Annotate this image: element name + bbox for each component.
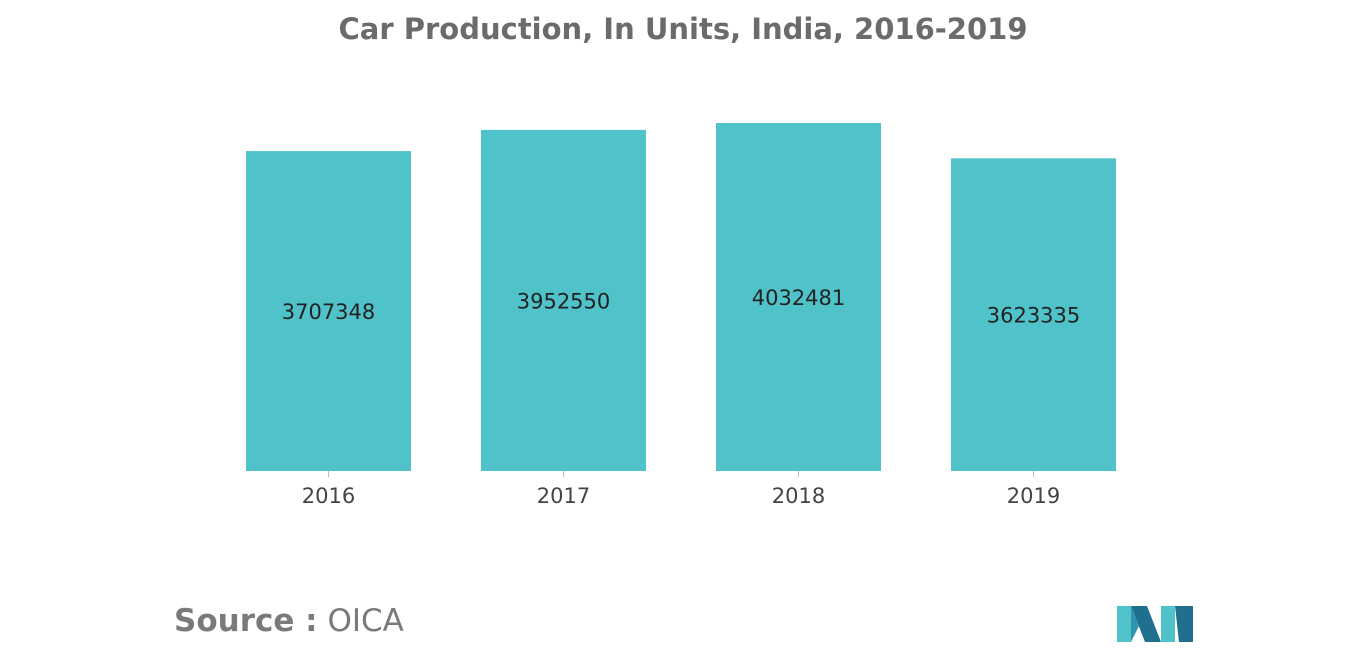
bar-2018 — [716, 123, 881, 471]
bar-2019 — [951, 158, 1116, 471]
bar-2016 — [246, 151, 411, 472]
chart-title: Car Production, In Units, India, 2016-20… — [338, 12, 1028, 46]
data-label-2016: 3707348 — [282, 300, 376, 324]
x-tick-label-2017: 2017 — [537, 484, 590, 508]
data-label-2019: 3623335 — [987, 304, 1081, 328]
x-tick-label-2019: 2019 — [1007, 484, 1060, 508]
bar-2017 — [481, 129, 646, 471]
source-label: Source : — [174, 603, 318, 639]
bars-layer — [246, 123, 1116, 472]
mordor-intelligence-logo-icon — [1117, 606, 1193, 642]
x-tick-label-2016: 2016 — [302, 484, 355, 508]
x-axis-ticks-layer: 2016 2017 2018 2019 — [302, 471, 1060, 508]
x-tick-label-2018: 2018 — [772, 484, 825, 508]
source-value: OICA — [327, 603, 404, 639]
source-note: Source : OICA — [174, 603, 404, 639]
data-labels-layer: 3707348 3952550 4032481 3623335 — [282, 286, 1081, 328]
data-label-2018: 4032481 — [752, 286, 846, 310]
data-label-2017: 3952550 — [517, 289, 611, 313]
